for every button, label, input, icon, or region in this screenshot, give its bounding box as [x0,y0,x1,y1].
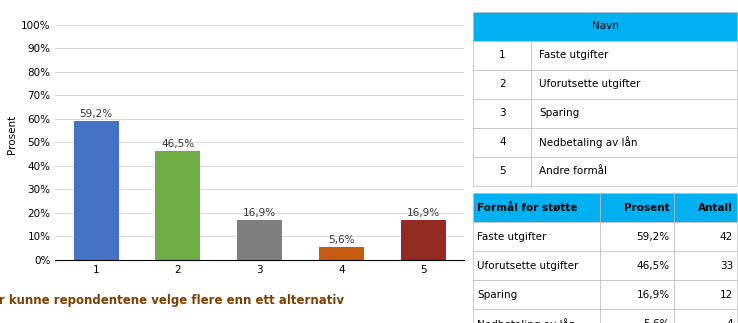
Bar [531,157,737,186]
Text: 4: 4 [499,137,506,147]
Text: 5: 5 [499,166,506,176]
Bar [531,41,737,70]
Bar [531,128,737,157]
Text: Sparing: Sparing [539,108,579,118]
Text: 1: 1 [499,50,506,60]
Text: 5,6%: 5,6% [328,235,355,245]
Bar [600,309,674,323]
Bar [473,12,737,41]
Text: 46,5%: 46,5% [637,261,669,271]
Bar [531,70,737,99]
Bar [674,309,737,323]
Bar [319,247,364,260]
Text: Nedbetaling av lån: Nedbetaling av lån [477,318,576,323]
Y-axis label: Prosent: Prosent [7,114,17,154]
Text: 2: 2 [499,79,506,89]
Bar [473,128,531,157]
Text: 16,9%: 16,9% [637,290,669,300]
Text: Prosent: Prosent [624,203,669,213]
Text: Andre formål: Andre formål [539,166,607,176]
Bar [473,309,600,323]
Bar [674,280,737,309]
Bar [600,193,674,222]
Bar [674,222,737,251]
Bar [473,193,600,222]
Bar [473,280,600,309]
Text: Nedbetaling av lån: Nedbetaling av lån [539,136,638,148]
Bar [473,99,531,128]
Text: 16,9%: 16,9% [407,208,440,218]
Text: Antall: Antall [698,203,733,213]
Bar [401,220,446,260]
Bar [600,222,674,251]
Bar [473,70,531,99]
Text: Faste utgifter: Faste utgifter [477,232,547,242]
Text: 59,2%: 59,2% [637,232,669,242]
Text: 12: 12 [720,290,733,300]
Text: 3: 3 [499,108,506,118]
Bar [674,193,737,222]
Bar [531,99,737,128]
Text: Sparing: Sparing [477,290,517,300]
Bar [237,220,282,260]
Bar [473,41,531,70]
Text: 16,9%: 16,9% [243,208,276,218]
Text: 33: 33 [720,261,733,271]
Text: 46,5%: 46,5% [162,139,195,149]
Text: 59,2%: 59,2% [80,109,113,119]
Text: Uforutsette utgifter: Uforutsette utgifter [539,79,641,89]
Text: Uforutsette utgifter: Uforutsette utgifter [477,261,579,271]
Text: Formål for støtte: Formål for støtte [477,203,578,213]
Bar [600,251,674,280]
Bar [600,280,674,309]
Text: 5,6%: 5,6% [644,318,669,323]
Bar [473,251,600,280]
Text: Navn: Navn [592,21,618,31]
Text: 4: 4 [726,318,733,323]
Bar [74,120,119,260]
Text: Her kunne repondentene velge flere enn ett alternativ: Her kunne repondentene velge flere enn e… [0,294,344,307]
Bar [473,157,531,186]
Bar [473,222,600,251]
Text: 42: 42 [720,232,733,242]
Bar [674,251,737,280]
Bar [156,151,201,260]
Text: Faste utgifter: Faste utgifter [539,50,609,60]
